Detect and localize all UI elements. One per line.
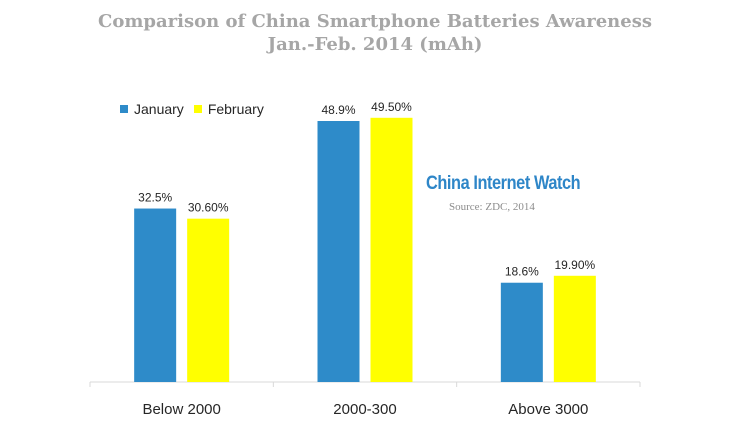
- data-label-february-0: 30.60%: [188, 201, 229, 215]
- bar-february-0: [187, 218, 230, 382]
- legend-swatch-january: [120, 105, 128, 113]
- data-label-january-0: 32.5%: [138, 191, 172, 205]
- x-tick-label-2: Above 3000: [508, 401, 588, 418]
- source-note: Source: ZDC, 2014: [449, 201, 535, 213]
- bar-february-1: [370, 117, 413, 382]
- bar-january-0: [134, 208, 177, 382]
- legend: January February: [120, 101, 264, 117]
- legend-item-february: February: [193, 101, 264, 117]
- data-label-january-1: 48.9%: [321, 103, 355, 117]
- legend-swatch-february: [193, 105, 202, 113]
- bar-january-2: [500, 282, 543, 382]
- chart-subtitle: Jan.-Feb. 2014 (mAh): [267, 34, 483, 55]
- legend-label-february: February: [207, 101, 264, 117]
- data-label-february-1: 49.50%: [371, 100, 412, 114]
- watermark-brand: China Internet Watch: [426, 173, 581, 194]
- legend-label-january: January: [134, 101, 184, 117]
- x-tick-label-1: 2000-300: [333, 401, 396, 418]
- data-label-january-2: 18.6%: [505, 265, 539, 279]
- legend-item-january: January: [120, 101, 184, 117]
- x-tick-label-0: Below 2000: [142, 401, 220, 418]
- chart-title: Comparison of China Smartphone Batteries…: [98, 11, 652, 32]
- data-label-february-2: 19.90%: [554, 258, 595, 272]
- bar-january-1: [317, 121, 360, 382]
- bar-february-2: [553, 275, 596, 382]
